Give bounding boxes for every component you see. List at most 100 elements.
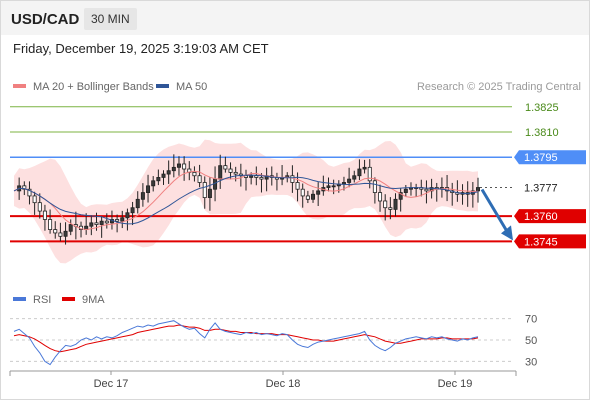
bollinger-bands <box>14 139 478 264</box>
candle-body <box>156 177 161 182</box>
candle-body <box>403 188 408 193</box>
candle-body <box>290 175 295 183</box>
rsi-tick-30: 30 <box>525 356 537 368</box>
forecast-arrow-shaft <box>480 188 509 233</box>
forecast-arrow-head <box>501 225 513 241</box>
level-tag-bg-1.3745 <box>514 234 586 249</box>
candle-body <box>32 195 37 204</box>
level-label-1.3825: 1.3825 <box>525 102 559 114</box>
candle-body <box>37 202 42 212</box>
x-tick-label: Dec 18 <box>266 378 301 390</box>
candle-body <box>192 171 197 177</box>
rsi-legend-swatch-1 <box>62 297 75 301</box>
rsi-legend-label-1: 9MA <box>82 294 105 306</box>
candle-body <box>135 198 140 209</box>
candle-body <box>228 168 233 173</box>
candle-body <box>89 222 94 227</box>
candle-body <box>305 195 310 200</box>
price-levels: 1.3825 1.3810 1.3795 1.3777 1.3760 1.3745 <box>10 102 586 249</box>
candle-body <box>99 220 104 225</box>
level-label-1.3795: 1.3795 <box>524 152 558 164</box>
ma50-line <box>13 174 479 225</box>
candle-body <box>326 185 331 188</box>
level-label-1.3745: 1.3745 <box>524 236 558 248</box>
legend-swatch-0 <box>13 84 26 88</box>
candle-body <box>166 170 171 175</box>
candle-body <box>311 193 316 200</box>
level-label-1.3777: 1.3777 <box>524 183 558 195</box>
candle-body <box>424 188 429 192</box>
level-tag-1.3760: 1.3760 <box>514 209 586 224</box>
rsi-tick-50: 50 <box>525 335 537 347</box>
candle-body <box>22 185 27 190</box>
candle-body <box>151 180 156 187</box>
candle-body <box>161 173 166 178</box>
level-tag-bg-1.3795 <box>514 150 586 165</box>
bollinger-band-area <box>14 139 478 264</box>
legend-label-1: MA 50 <box>176 81 207 93</box>
candle-body <box>94 222 99 225</box>
candle-body <box>372 180 377 193</box>
candle-body <box>197 175 202 183</box>
candle-body <box>146 185 151 193</box>
candle-body <box>352 175 357 180</box>
candle-body <box>27 188 32 197</box>
level-tag-1.3745: 1.3745 <box>514 234 586 249</box>
x-axis: Dec 17 Dec 18 Dec 19 <box>9 370 517 390</box>
candle-body <box>388 207 393 210</box>
rsi-panel: RSI 9MA 70 50 30 <box>10 294 537 368</box>
candle-body <box>223 165 228 170</box>
candle-body <box>367 166 372 182</box>
candle-body <box>316 190 321 195</box>
candle-body <box>295 182 300 190</box>
chart-header: USD/CAD 30 MIN <box>1 1 589 35</box>
rsi-line <box>13 320 479 366</box>
candle-body <box>48 219 53 230</box>
candle-body <box>140 192 145 200</box>
candle-body <box>249 175 254 178</box>
level-tag-1.3795: 1.3795 <box>514 150 586 165</box>
candle-body <box>398 192 403 200</box>
candle-body <box>202 182 207 199</box>
level-tag-1.3777: 1.3777 <box>514 180 586 195</box>
candle-body <box>383 200 388 209</box>
candle-body <box>347 178 352 183</box>
candle-body <box>68 224 73 232</box>
candle-body <box>233 171 238 175</box>
candle-body <box>378 192 383 202</box>
legend-swatch-1 <box>156 84 169 88</box>
x-tick-label: Dec 19 <box>438 378 473 390</box>
candle-body <box>53 229 58 234</box>
legend-label-0: MA 20 + Bollinger Bands <box>33 81 154 93</box>
moving-averages <box>13 170 479 231</box>
level-tag-bg-1.3777 <box>514 180 586 195</box>
candle-body <box>393 198 398 210</box>
candle-body <box>475 187 480 192</box>
candle-body <box>254 175 259 178</box>
timeframe-badge[interactable]: 30 MIN <box>84 8 137 30</box>
watermark-text: Research © 2025 Trading Central <box>417 81 581 93</box>
level-label-1.3760: 1.3760 <box>524 211 558 223</box>
level-tag-bg-1.3760 <box>514 209 586 224</box>
symbol-label: USD/CAD <box>11 11 80 28</box>
chart-datetime: Friday, December 19, 2025 3:19:03 AM CET <box>13 41 269 56</box>
candle-body <box>357 168 362 177</box>
candle-body <box>115 219 120 222</box>
candle-body <box>300 188 305 197</box>
candle-body <box>259 177 264 180</box>
candle-body <box>207 188 212 199</box>
candle-body <box>42 210 47 220</box>
candle-body <box>331 185 336 188</box>
candle-body <box>362 166 367 170</box>
candle-body <box>63 230 68 237</box>
candle-body <box>176 163 181 168</box>
candle-body <box>125 212 130 219</box>
candle-body <box>120 217 125 222</box>
candle-body <box>182 163 187 170</box>
candle-body <box>58 232 63 237</box>
candle-body <box>171 166 176 172</box>
rsi-legend-swatch-0 <box>13 297 26 301</box>
candle-body <box>130 207 135 214</box>
candle-body <box>104 220 109 224</box>
